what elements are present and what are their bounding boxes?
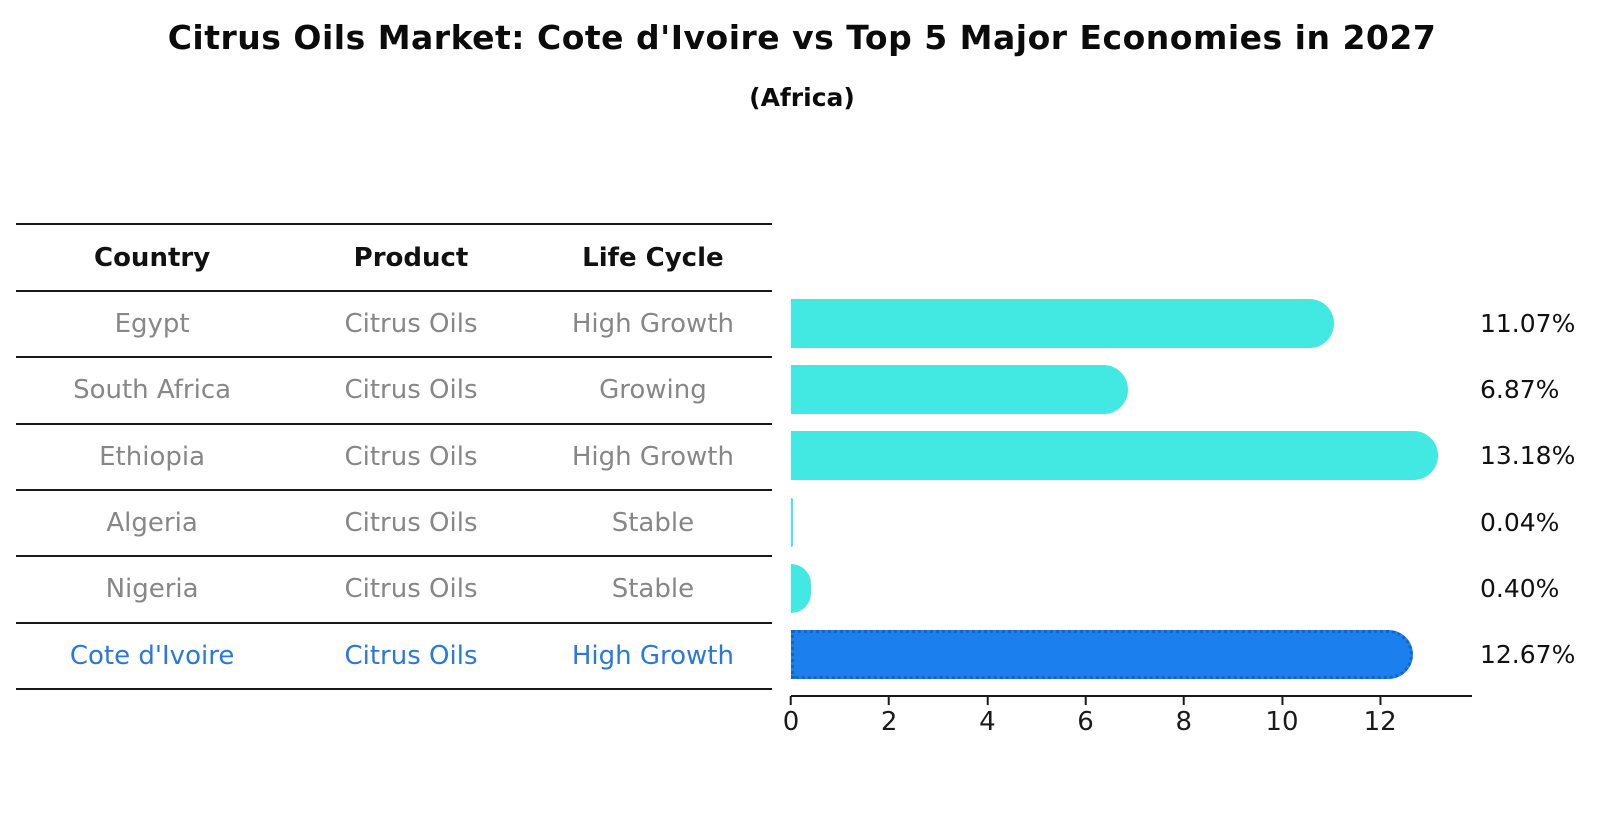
x-axis-line bbox=[791, 695, 1472, 697]
cell-country: Nigeria bbox=[105, 574, 199, 605]
cell-country: Algeria bbox=[106, 508, 198, 539]
cell-product: Citrus Oils bbox=[344, 640, 478, 671]
bar-row bbox=[791, 290, 1470, 356]
bar-ethiopia bbox=[791, 431, 1439, 481]
cell-lifecycle: Stable bbox=[611, 508, 695, 539]
x-tick: 6 bbox=[1077, 696, 1094, 737]
chart-title: Citrus Oils Market: Cote d'Ivoire vs Top… bbox=[167, 18, 1437, 57]
cell-country: Egypt bbox=[114, 309, 190, 340]
table-row-highlight: Cote d'Ivoire Citrus Oils High Growth bbox=[16, 624, 772, 690]
bar-plot bbox=[791, 290, 1470, 688]
x-tick-label: 0 bbox=[782, 707, 800, 737]
bar-row bbox=[791, 622, 1470, 688]
bar-row bbox=[791, 489, 1470, 555]
header-cell-country: Country bbox=[93, 242, 211, 273]
x-tick-mark bbox=[1084, 696, 1087, 705]
cell-country: South Africa bbox=[73, 375, 232, 406]
header-cell-product: Product bbox=[353, 242, 469, 273]
x-tick: 0 bbox=[782, 696, 800, 737]
x-tick-mark bbox=[1379, 696, 1382, 705]
x-tick-mark bbox=[888, 696, 891, 705]
x-tick: 10 bbox=[1265, 696, 1299, 737]
x-tick-label: 12 bbox=[1363, 707, 1397, 737]
cell-lifecycle: High Growth bbox=[571, 309, 734, 340]
bar-nigeria bbox=[791, 563, 811, 613]
table-header-row: Country Product Life Cycle bbox=[16, 225, 772, 292]
cell-country: Cote d'Ivoire bbox=[69, 640, 235, 671]
bar-south-africa bbox=[791, 364, 1129, 414]
x-tick-label: 8 bbox=[1175, 707, 1193, 737]
bar-row bbox=[791, 356, 1470, 422]
cell-lifecycle: High Growth bbox=[571, 640, 734, 671]
value-label: 0.40% bbox=[1480, 573, 1560, 603]
table-row: Nigeria Citrus Oils Stable bbox=[16, 557, 772, 624]
country-table: Country Product Life Cycle Egypt Citrus … bbox=[16, 223, 772, 690]
x-tick-mark bbox=[789, 696, 792, 705]
x-tick-label: 10 bbox=[1265, 707, 1299, 737]
value-labels: 11.07% 6.87% 13.18% 0.04% 0.40% 12.67% bbox=[1480, 290, 1604, 688]
bar-row bbox=[791, 423, 1470, 489]
bar-algeria bbox=[791, 497, 793, 547]
cell-product: Citrus Oils bbox=[344, 574, 478, 605]
header-cell-lifecycle: Life Cycle bbox=[582, 242, 724, 273]
value-label: 11.07% bbox=[1480, 308, 1576, 338]
x-tick-mark bbox=[1280, 696, 1283, 705]
x-axis-ticks: 0 2 4 6 8 10 12 bbox=[783, 696, 1470, 751]
cell-country: Ethiopia bbox=[99, 441, 206, 472]
cell-lifecycle: High Growth bbox=[571, 441, 734, 472]
table-row: Egypt Citrus Oils High Growth bbox=[16, 292, 772, 359]
cell-product: Citrus Oils bbox=[344, 375, 478, 406]
bar-row bbox=[791, 555, 1470, 621]
x-tick: 8 bbox=[1175, 696, 1192, 737]
value-label: 6.87% bbox=[1480, 374, 1560, 404]
x-tick-mark bbox=[986, 696, 989, 705]
cell-product: Citrus Oils bbox=[344, 309, 478, 340]
table-row: Ethiopia Citrus Oils High Growth bbox=[16, 425, 772, 491]
cell-product: Citrus Oils bbox=[344, 508, 478, 539]
table-row: Algeria Citrus Oils Stable bbox=[16, 491, 772, 558]
x-tick: 4 bbox=[979, 696, 996, 737]
value-label: 12.67% bbox=[1480, 640, 1576, 670]
x-tick-label: 6 bbox=[1077, 707, 1094, 737]
cell-product: Citrus Oils bbox=[344, 441, 478, 472]
x-tick-label: 2 bbox=[880, 707, 898, 737]
bar-cote-divoire-highlight bbox=[791, 630, 1414, 680]
table-row: South Africa Citrus Oils Growing bbox=[16, 358, 772, 425]
value-label: 13.18% bbox=[1480, 441, 1576, 471]
bar-egypt bbox=[791, 298, 1335, 348]
value-label: 0.04% bbox=[1480, 507, 1560, 537]
x-tick: 12 bbox=[1364, 696, 1397, 737]
chart-subtitle: (Africa) bbox=[749, 83, 855, 112]
cell-lifecycle: Growing bbox=[599, 375, 707, 406]
x-tick-mark bbox=[1182, 696, 1185, 705]
x-tick: 2 bbox=[880, 696, 898, 737]
x-tick-label: 4 bbox=[979, 707, 996, 737]
cell-lifecycle: Stable bbox=[611, 574, 695, 605]
